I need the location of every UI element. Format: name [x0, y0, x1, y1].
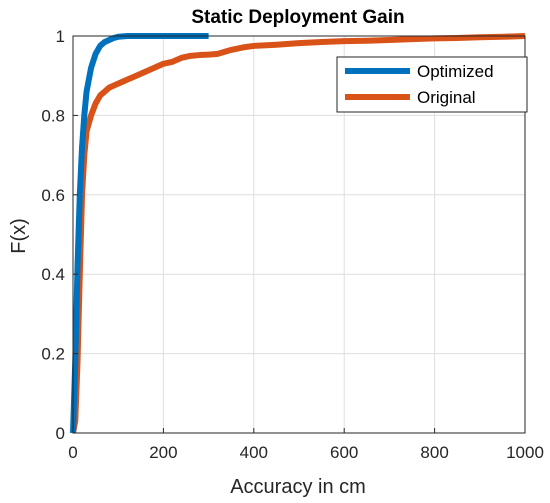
y-tick-label: 0.4 [41, 265, 65, 284]
y-tick-label: 0.8 [41, 106, 65, 125]
x-axis-label: Accuracy in cm [230, 476, 366, 498]
x-tick-label: 1000 [506, 443, 544, 462]
x-tick-label: 400 [240, 443, 268, 462]
x-tick-label: 800 [420, 443, 448, 462]
legend-label-optimized: Optimized [417, 62, 494, 81]
y-axis-label: F(x) [8, 218, 30, 254]
legend: Optimized Original [336, 56, 528, 113]
x-tick-label: 200 [149, 443, 177, 462]
plot-frame [72, 35, 526, 434]
y-axis-ticks: 0 0.2 0.4 0.6 0.8 1 [41, 27, 78, 443]
x-tick-label: 0 [68, 443, 77, 462]
legend-label-original: Original [417, 88, 476, 107]
y-tick-label: 0 [56, 424, 65, 443]
x-axis-ticks: 0 200 400 600 800 1000 [68, 428, 544, 462]
y-tick-label: 1 [56, 27, 65, 46]
series-line-optimized [70, 33, 209, 434]
x-tick-label: 600 [330, 443, 358, 462]
y-tick-label: 0.2 [41, 345, 65, 364]
legend-box [336, 56, 528, 113]
series-line-original [70, 33, 526, 434]
y-tick-label: 0.6 [41, 186, 65, 205]
chart-title: Static Deployment Gain [191, 7, 404, 28]
